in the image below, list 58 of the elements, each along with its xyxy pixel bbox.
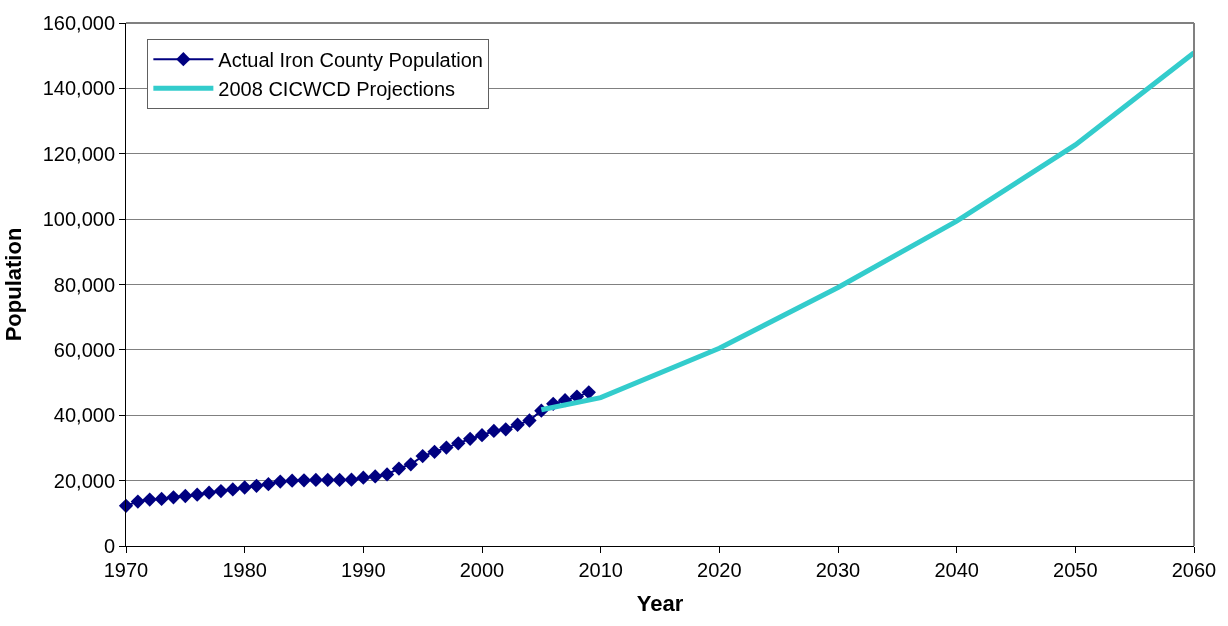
x-tick-label: 2020	[697, 559, 742, 581]
point	[415, 448, 430, 464]
point	[581, 385, 596, 400]
y-tick-label: 80,000	[53, 273, 115, 296]
legend-label: Actual Iron County Population	[218, 48, 483, 71]
point	[320, 472, 335, 488]
point	[462, 431, 478, 446]
y-axis-title: Population	[0, 227, 26, 342]
x-tick-label: 1980	[222, 559, 267, 581]
point	[439, 440, 454, 455]
point	[332, 472, 347, 488]
point	[249, 478, 264, 494]
y-tick-label: 120,000	[42, 142, 115, 165]
point	[368, 469, 383, 484]
point	[225, 482, 240, 497]
point	[379, 467, 395, 482]
y-tick-label: 20,000	[53, 469, 115, 492]
x-tick-label: 2010	[578, 559, 623, 581]
y-tick-label: 0	[103, 535, 115, 557]
point	[213, 483, 229, 499]
point	[166, 490, 181, 505]
point	[142, 492, 157, 507]
y-tick-label: 60,000	[53, 338, 115, 361]
x-tick-label: 1990	[341, 559, 386, 581]
y-tick-label: 160,000	[42, 12, 115, 34]
point	[237, 480, 252, 495]
point	[486, 423, 502, 439]
point	[403, 457, 418, 472]
legend-label: 2008 CICWCD Projections	[218, 77, 456, 100]
point	[296, 473, 312, 488]
x-tick-label: 1970	[103, 559, 149, 581]
point	[130, 494, 146, 509]
point	[178, 488, 193, 504]
point	[308, 472, 324, 488]
point	[154, 491, 169, 507]
point	[201, 485, 217, 500]
point	[344, 472, 359, 487]
point	[356, 470, 371, 485]
point	[427, 444, 442, 460]
point	[522, 413, 537, 428]
point	[261, 477, 276, 492]
x-tick-label: 2000	[459, 559, 505, 581]
x-tick-label: 2040	[934, 559, 979, 581]
point	[273, 474, 288, 489]
x-tick-label: 2050	[1053, 559, 1098, 581]
y-tick-label: 40,000	[53, 404, 115, 427]
point	[510, 417, 525, 432]
point	[474, 428, 490, 443]
point	[391, 461, 407, 476]
y-tick-label: 100,000	[42, 208, 115, 231]
y-tick-label: 140,000	[42, 77, 115, 100]
x-axis-title: Year	[636, 590, 684, 616]
x-tick-label: 2060	[1171, 559, 1217, 581]
point	[284, 473, 300, 488]
point	[190, 487, 205, 502]
point	[451, 436, 466, 451]
point	[498, 422, 513, 437]
x-tick-label: 2030	[815, 559, 861, 581]
